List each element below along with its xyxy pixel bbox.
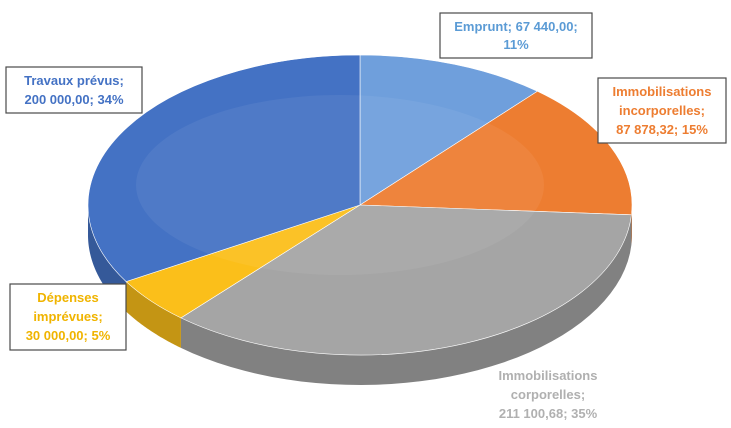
label-travaux-line-2: 200 000,00; 34% [24,92,123,107]
label-corporelles-line-3: 211 100,68; 35% [499,406,598,421]
label-depenses-imprevues: Dépenses imprévues; 30 000,00; 5% [9,283,127,351]
pie-side-immobilisations-corporelles [180,214,632,385]
label-incorporelles-line-1: Immobilisations [613,84,712,99]
label-box-incorporelles [597,77,727,144]
label-box-emprunt [439,12,593,59]
pie-slice-immobilisations-incorporelles [359,90,633,216]
label-travaux-line-1: Travaux prévus; [24,73,124,88]
label-box-travaux [5,66,143,114]
pie-slice-immobilisations-corporelles [180,204,632,356]
pie-side-d-penses-impr-vues [126,281,181,348]
label-emprunt-line-1: Emprunt; 67 440,00; [454,19,578,34]
pie-slice-travaux-pr-vus [87,54,361,282]
label-immobilisations-corporelles: Immobilisations corporelles; 211 100,68;… [499,368,598,421]
label-corporelles-line-1: Immobilisations [499,368,598,383]
pie-slice-emprunt [359,54,539,206]
label-box-imprevues [9,283,127,351]
label-travaux-prevus: Travaux prévus; 200 000,00; 34% [5,66,143,114]
label-incorporelles-line-2: incorporelles; [619,103,705,118]
pie-top [87,54,633,356]
label-imprevues-line-1: Dépenses [37,290,98,305]
label-emprunt: Emprunt; 67 440,00; 11% [439,12,593,59]
pie-highlight [136,95,544,275]
label-incorporelles-line-3: 87 878,32; 15% [616,122,708,137]
label-emprunt-line-2: 11% [503,37,529,52]
label-immobilisations-incorporelles: Immobilisations incorporelles; 87 878,32… [597,77,727,144]
label-imprevues-line-2: imprévues; [33,309,102,324]
label-corporelles-line-2: corporelles; [511,387,585,402]
label-imprevues-line-3: 30 000,00; 5% [26,328,111,343]
